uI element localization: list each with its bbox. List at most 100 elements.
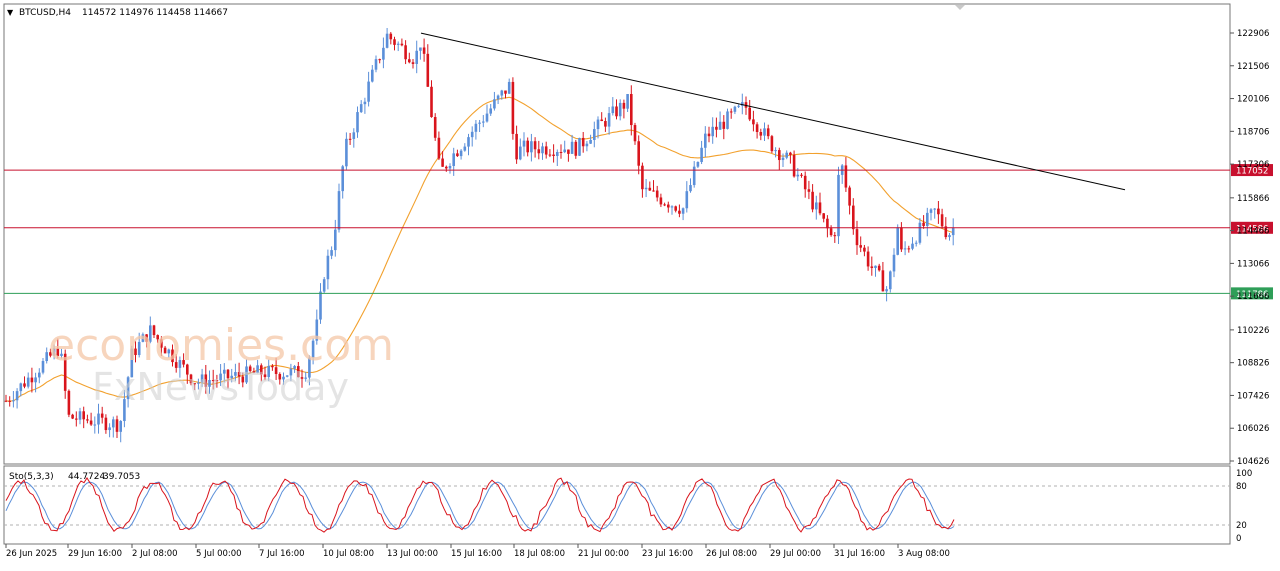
collapse-triangle-icon[interactable]: ▼ xyxy=(7,8,14,17)
candle-body xyxy=(38,372,41,378)
candle-body xyxy=(348,138,352,140)
time-tick-label: 31 Jul 16:00 xyxy=(834,549,885,559)
candle-body xyxy=(855,229,859,246)
candle-body xyxy=(252,371,256,373)
candle-body xyxy=(345,138,348,167)
candle-body xyxy=(193,383,196,385)
candle-body xyxy=(589,139,592,144)
resistance-trendline[interactable] xyxy=(420,32,1126,191)
watermark-fxnewstoday: FxNewsToday xyxy=(92,365,349,409)
time-tick-label: 13 Jul 00:00 xyxy=(387,549,438,559)
candle-body xyxy=(319,291,322,320)
candle-body xyxy=(363,101,367,105)
candle-body xyxy=(574,141,578,156)
stochastic-panel[interactable] xyxy=(3,465,1231,545)
candle-body xyxy=(537,149,541,154)
candle-body xyxy=(404,45,407,60)
candle-body xyxy=(859,245,862,248)
time-tick-label: 26 Jul 08:00 xyxy=(706,549,757,559)
candle-body xyxy=(315,319,319,341)
candle-body xyxy=(548,154,552,156)
candle-body xyxy=(108,427,111,431)
candle-body xyxy=(456,153,459,157)
candle-body xyxy=(630,94,633,126)
candle-body xyxy=(67,390,71,415)
candle-body xyxy=(30,377,34,383)
price-tick-label: 115866 xyxy=(1237,194,1269,204)
time-tick-label: 7 Jul 16:00 xyxy=(259,549,305,559)
price-tick-label: 110226 xyxy=(1237,326,1269,336)
candle-body xyxy=(833,235,837,237)
candle-body xyxy=(863,247,866,252)
candle-body xyxy=(718,121,722,130)
candle-body xyxy=(285,375,289,377)
candle-body xyxy=(511,81,515,134)
candle-body xyxy=(15,391,19,401)
candle-body xyxy=(433,117,437,138)
candle-body xyxy=(182,360,185,365)
candle-body xyxy=(641,165,644,190)
candle-body xyxy=(692,166,696,186)
candle-body xyxy=(889,271,892,290)
candle-body xyxy=(741,102,744,106)
candle-body xyxy=(245,366,248,383)
watermark-economies: economies.com xyxy=(48,320,394,371)
candle-body xyxy=(26,377,30,387)
candle-body xyxy=(911,243,914,249)
price-panel[interactable] xyxy=(3,3,1231,465)
candle-body xyxy=(789,152,792,155)
candle-body xyxy=(23,383,26,387)
time-tick-label: 10 Jul 08:00 xyxy=(323,549,374,559)
stochastic-axis-label: 20 xyxy=(1236,521,1247,531)
price-tick-label: 107426 xyxy=(1237,391,1269,401)
candle-body xyxy=(652,190,655,192)
price-tick-label: 120106 xyxy=(1237,95,1269,105)
candle-body xyxy=(378,59,381,61)
candle-body xyxy=(41,361,45,373)
candle-body xyxy=(97,413,100,425)
chart-shift-marker-icon[interactable] xyxy=(955,5,965,10)
candle-body xyxy=(818,202,822,214)
candle-body xyxy=(282,376,285,380)
candle-body xyxy=(419,47,422,51)
candle-body xyxy=(226,369,230,379)
candle-body xyxy=(866,251,870,267)
candle-body xyxy=(655,190,659,198)
candle-body xyxy=(559,151,563,153)
time-tick-label: 23 Jul 16:00 xyxy=(642,549,693,559)
candle-body xyxy=(260,365,263,375)
candle-body xyxy=(496,95,500,100)
candle-body xyxy=(715,126,718,130)
candle-body xyxy=(248,366,252,372)
candle-body xyxy=(874,265,877,269)
candle-body xyxy=(826,218,829,229)
candle-body xyxy=(422,47,426,54)
candle-body xyxy=(892,254,896,272)
candle-body xyxy=(230,375,233,379)
candle-body xyxy=(156,335,159,340)
level-price-box xyxy=(1231,287,1273,300)
time-tick-label: 21 Jul 00:00 xyxy=(578,549,629,559)
candle-body xyxy=(297,366,300,378)
candle-body xyxy=(700,147,703,163)
candle-body xyxy=(733,106,737,112)
candle-body xyxy=(86,419,89,421)
candle-body xyxy=(167,349,171,354)
candle-body xyxy=(463,146,467,151)
candle-body xyxy=(926,212,929,226)
candle-body xyxy=(334,229,337,251)
candle-body xyxy=(441,158,444,167)
candle-body xyxy=(60,353,63,356)
candle-body xyxy=(877,265,881,271)
candle-body xyxy=(311,340,315,358)
candle-body xyxy=(52,348,56,356)
candle-body xyxy=(119,421,122,432)
candle-body xyxy=(371,69,374,82)
candle-body xyxy=(374,59,378,70)
time-tick-label: 3 Aug 08:00 xyxy=(898,549,950,559)
candle-body xyxy=(800,174,803,176)
candle-body xyxy=(489,108,492,114)
candle-body xyxy=(208,380,211,387)
candle-body xyxy=(326,255,330,280)
